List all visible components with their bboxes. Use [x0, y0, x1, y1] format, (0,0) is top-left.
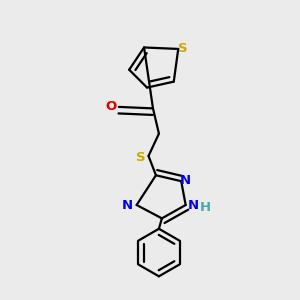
Text: S: S	[136, 151, 145, 164]
Text: H: H	[200, 201, 211, 214]
Text: N: N	[180, 174, 191, 187]
Text: S: S	[178, 42, 188, 56]
Text: O: O	[105, 100, 116, 113]
Text: N: N	[188, 200, 199, 212]
Text: N: N	[122, 200, 133, 212]
